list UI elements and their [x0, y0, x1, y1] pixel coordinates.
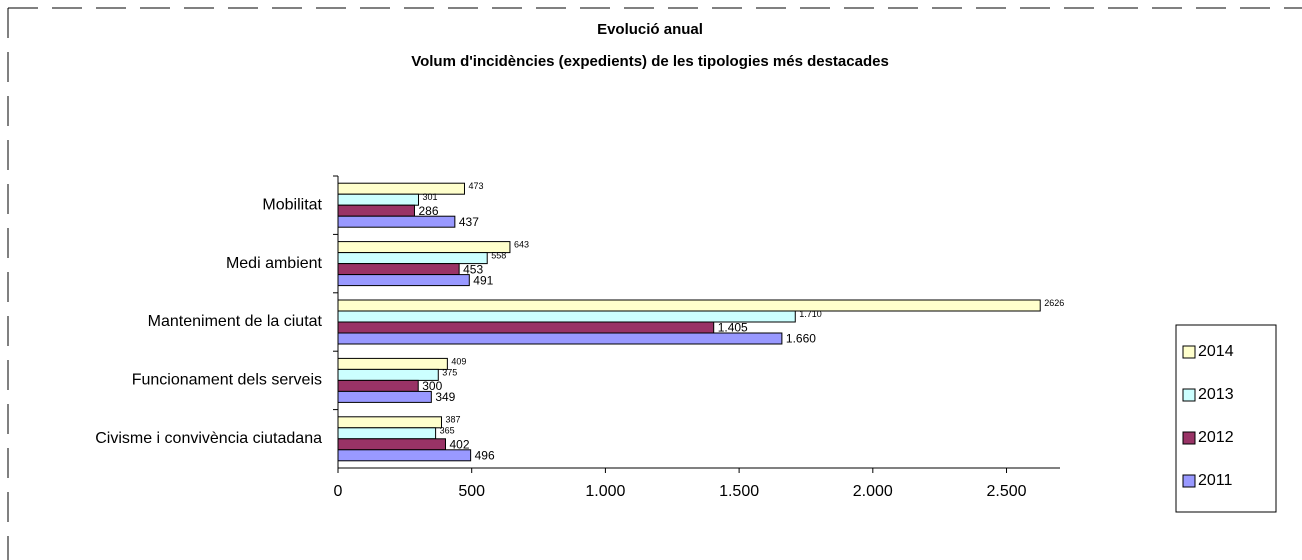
chart-subtitle: Volum d'incidències (expedients) de les … [411, 53, 889, 70]
value-label: 558 [491, 250, 506, 260]
value-label: 402 [449, 437, 469, 451]
bar [337, 379, 419, 392]
value-label: 1.660 [786, 332, 816, 346]
x-tick-label: 0 [334, 483, 343, 500]
bar [337, 390, 432, 403]
y-tick-label: Mobilitat [262, 196, 322, 213]
value-label: 349 [435, 390, 455, 404]
y-tick-label: Funcionament dels serveis [132, 372, 322, 389]
bar [337, 416, 442, 429]
y-tick-label: Civisme i convivència ciutadana [95, 430, 322, 447]
x-tick-label: 1.000 [585, 483, 625, 500]
x-tick-label: 1.500 [719, 483, 759, 500]
bar [337, 215, 456, 228]
value-label: 2626 [1044, 298, 1064, 308]
value-label: 1.405 [718, 321, 748, 335]
bar [337, 321, 715, 334]
y-tick-label: Medi ambient [226, 255, 323, 272]
value-label: 286 [418, 204, 438, 218]
value-label: 491 [473, 273, 493, 287]
bar [337, 274, 470, 287]
value-label: 375 [442, 367, 457, 377]
legend-label: 2014 [1198, 343, 1234, 360]
bar [337, 449, 472, 462]
x-tick-label: 2.000 [853, 483, 893, 500]
bar [337, 332, 783, 345]
legend-swatch [1182, 388, 1196, 402]
value-label: 300 [422, 379, 442, 393]
x-tick-label: 500 [458, 483, 485, 500]
value-label: 301 [422, 192, 437, 202]
value-label: 437 [459, 215, 479, 229]
bar [337, 193, 419, 206]
value-label: 365 [440, 426, 455, 436]
y-tick-label: Manteniment de la ciutat [148, 313, 323, 330]
value-label: 643 [514, 239, 529, 249]
bar [337, 299, 1041, 312]
legend-label: 2013 [1198, 386, 1234, 403]
bar [337, 438, 446, 451]
x-tick-label: 2.500 [986, 483, 1026, 500]
bar [337, 263, 460, 276]
value-label: 473 [468, 181, 483, 191]
value-label: 387 [445, 415, 460, 425]
legend-label: 2012 [1198, 429, 1234, 446]
bar [337, 204, 415, 217]
value-label: 496 [475, 448, 495, 462]
chart-title: Evolució anual [597, 21, 703, 38]
legend-swatch [1182, 474, 1196, 488]
legend-swatch [1182, 431, 1196, 445]
value-label: 409 [451, 356, 466, 366]
value-label: 453 [463, 262, 483, 276]
bar [337, 241, 511, 254]
bar [337, 182, 465, 195]
legend-label: 2011 [1198, 472, 1233, 489]
bar [337, 427, 437, 440]
value-label: 1.710 [799, 309, 822, 319]
bar [337, 357, 448, 370]
legend-swatch [1182, 345, 1196, 359]
